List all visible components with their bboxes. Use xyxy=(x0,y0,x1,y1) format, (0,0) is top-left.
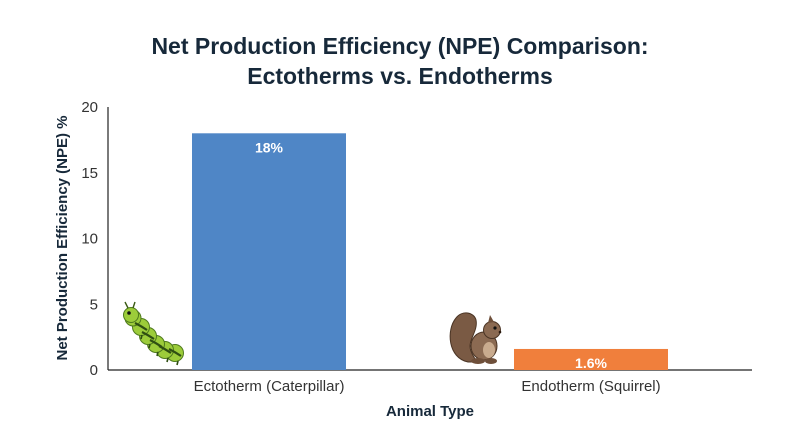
bar-value-label: 1.6% xyxy=(575,355,607,371)
caterpillar-icon xyxy=(123,301,184,366)
bar xyxy=(192,133,346,370)
bar xyxy=(514,348,668,370)
x-tick-label: Ectotherm (Caterpillar) xyxy=(194,378,345,395)
y-tick-label: 10 xyxy=(81,231,98,248)
y-axis-title: Net Production Efficiency (NPE) % xyxy=(54,115,71,360)
y-tick-label: 15 xyxy=(81,165,98,182)
y-tick-label: 20 xyxy=(81,99,98,116)
chart-title-line-1: Net Production Efficiency (NPE) Comparis… xyxy=(151,33,649,59)
x-axis-title: Animal Type xyxy=(386,403,474,420)
y-tick-group: 0 5 10 15 20 xyxy=(81,99,98,379)
squirrel-icon xyxy=(449,312,502,364)
x-tick-label: Endotherm (Squirrel) xyxy=(521,378,660,395)
bar-value-label: 18% xyxy=(255,139,284,155)
icon-group xyxy=(123,301,502,366)
bar-group: 18% 1.6% xyxy=(192,133,668,371)
x-tick-group: Ectotherm (Caterpillar) Endotherm (Squirr… xyxy=(194,378,661,395)
y-tick-label: 0 xyxy=(90,362,98,379)
y-tick-label: 5 xyxy=(90,296,98,313)
chart-title-line-2: Ectotherms vs. Endotherms xyxy=(247,63,553,89)
